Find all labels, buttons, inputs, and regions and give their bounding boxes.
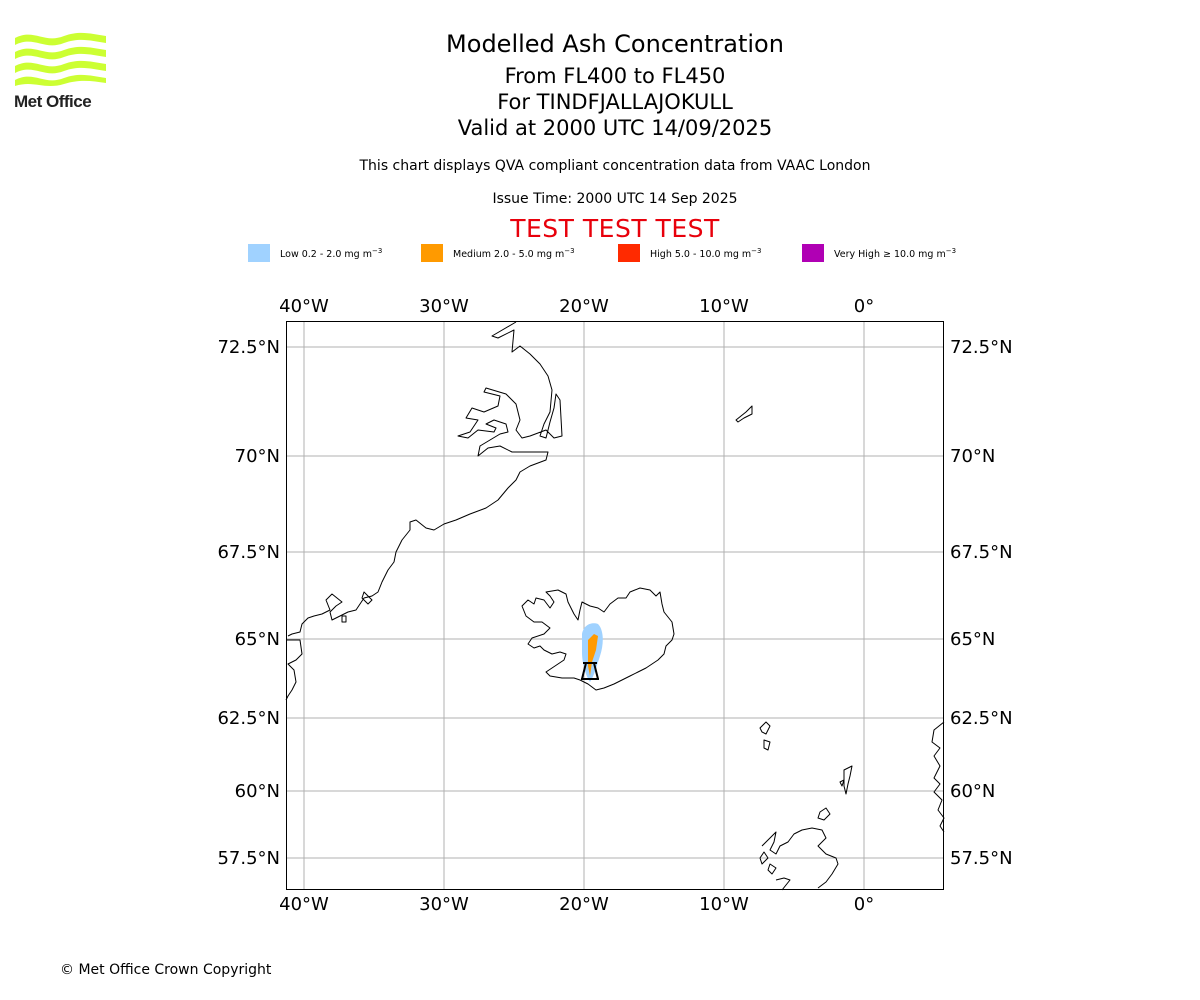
legend-swatch-high xyxy=(618,244,640,262)
legend-label-medium: Medium 2.0 - 5.0 mg m−3 xyxy=(453,247,575,261)
volcano-name: For TINDFJALLAJOKULL xyxy=(497,90,733,114)
lon-label: 30°W xyxy=(419,296,469,317)
ash-medium-concentration xyxy=(588,634,598,676)
flight-level-range: From FL400 to FL450 xyxy=(504,64,726,88)
issue-time: Issue Time: 2000 UTC 14 Sep 2025 xyxy=(492,191,738,207)
volcano-icon xyxy=(581,662,599,680)
lon-label: 30°W xyxy=(419,894,469,915)
lon-labels-bottom: 40°W 30°W 20°W 10°W 0° xyxy=(279,894,874,915)
lon-label: 10°W xyxy=(699,894,749,915)
legend-label-low: Low 0.2 - 2.0 mg m−3 xyxy=(280,247,383,261)
lat-label: 70°N xyxy=(950,446,995,467)
norway-coast xyxy=(931,721,945,833)
lon-label: 0° xyxy=(854,894,874,915)
test-banner: TEST TEST TEST xyxy=(510,214,720,243)
chart-title: Modelled Ash Concentration xyxy=(446,30,784,58)
lon-label: 20°W xyxy=(559,894,609,915)
met-office-wordmark: Met Office xyxy=(14,92,92,111)
legend-swatch-low xyxy=(248,244,270,262)
lat-label: 62.5°N xyxy=(217,708,280,729)
met-office-logo: Met Office xyxy=(14,30,108,112)
met-office-waves-icon xyxy=(15,32,106,86)
lat-label: 60°N xyxy=(235,781,280,802)
scotland-coast xyxy=(761,827,839,889)
lat-label: 57.5°N xyxy=(950,848,1013,869)
lon-label: 0° xyxy=(854,296,874,317)
legend-swatch-very-high xyxy=(802,244,824,262)
lon-label: 10°W xyxy=(699,296,749,317)
coastlines xyxy=(285,321,945,891)
lon-label: 40°W xyxy=(279,894,329,915)
lat-label: 70°N xyxy=(235,446,280,467)
lat-label: 67.5°N xyxy=(950,542,1013,563)
chart-description: This chart displays QVA compliant concen… xyxy=(359,158,871,174)
copyright-notice: © Met Office Crown Copyright xyxy=(60,962,272,978)
lon-labels-top: 40°W 30°W 20°W 10°W 0° xyxy=(279,296,874,317)
lat-label: 57.5°N xyxy=(217,848,280,869)
map-frame xyxy=(286,321,944,890)
lat-label: 65°N xyxy=(950,629,995,650)
lat-label: 62.5°N xyxy=(950,708,1013,729)
lat-label: 60°N xyxy=(950,781,995,802)
lat-label: 67.5°N xyxy=(217,542,280,563)
legend-label-very-high: Very High ≥ 10.0 mg m−3 xyxy=(834,247,957,261)
valid-time: Valid at 2000 UTC 14/09/2025 xyxy=(457,116,773,140)
iceland-coast xyxy=(521,587,675,691)
legend-label-high: High 5.0 - 10.0 mg m−3 xyxy=(650,247,762,261)
lon-label: 20°W xyxy=(559,296,609,317)
map-gridlines xyxy=(287,322,944,890)
greenland-coast xyxy=(287,321,563,637)
lon-label: 40°W xyxy=(279,296,329,317)
jan-mayen-coast xyxy=(735,405,753,423)
lat-labels-left: 72.5°N 70°N 67.5°N 65°N 62.5°N 60°N 57.5… xyxy=(217,337,280,869)
lat-label: 72.5°N xyxy=(950,337,1013,358)
lat-label: 65°N xyxy=(235,629,280,650)
lat-label: 72.5°N xyxy=(217,337,280,358)
legend-swatch-medium xyxy=(421,244,443,262)
lat-labels-right: 72.5°N 70°N 67.5°N 65°N 62.5°N 60°N 57.5… xyxy=(950,337,1013,869)
